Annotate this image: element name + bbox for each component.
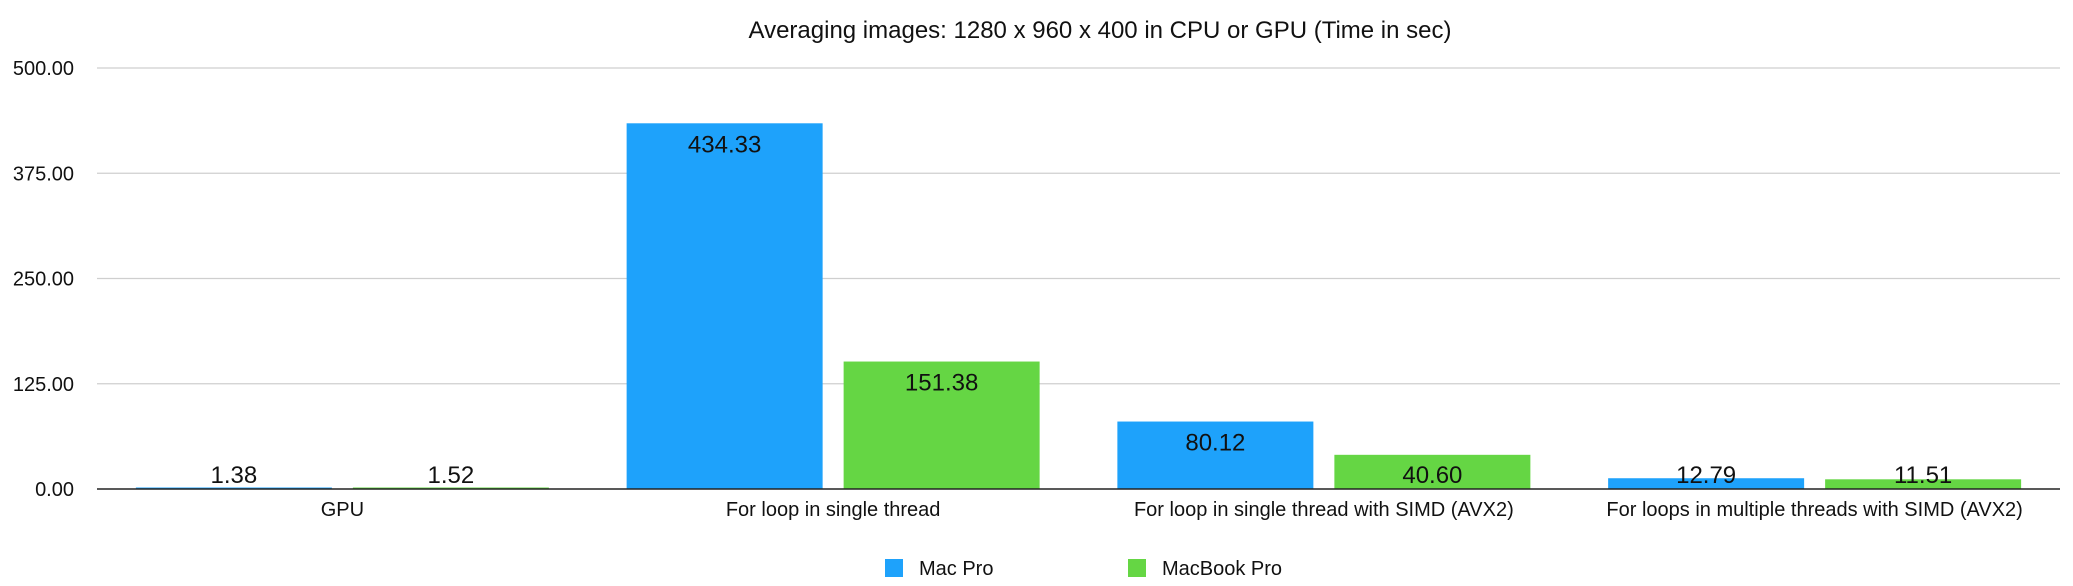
chart-title: Averaging images: 1280 x 960 x 400 in CP… [749,17,1452,44]
data-label: 434.33 [688,131,761,158]
x-category-label: For loop in single thread [726,499,941,521]
y-tick-label: 0.00 [35,479,74,501]
legend: Mac Pro MacBook Pro [885,558,1282,580]
data-label: 1.38 [211,462,258,489]
data-label: 1.52 [428,462,475,489]
bar [1825,479,2022,489]
y-axis-ticks: 0.00 125.00 250.00 375.00 500.00 [13,58,74,501]
bar [626,123,823,490]
bar [843,361,1040,489]
y-tick-label: 375.00 [13,163,74,185]
y-tick-label: 500.00 [13,58,74,80]
y-tick-label: 250.00 [13,269,74,291]
x-axis-categories: GPU For loop in single thread For loop in … [321,499,2023,521]
data-label: 12.79 [1676,462,1736,489]
gridlines [97,67,2060,385]
data-labels: 1.38 1.52 434.33 151.38 80.12 40.60 12.79 11.51 [211,131,1953,489]
bars [135,123,2022,490]
x-category-label: For loop in single thread with SIMD (AVX… [1134,499,1514,521]
y-tick-label: 125.00 [13,374,74,396]
bar [1608,478,1805,489]
data-label: 151.38 [905,370,978,397]
x-category-label: For loops in multiple threads with SIMD … [1606,499,2022,521]
bar [1334,454,1531,489]
data-label: 80.12 [1185,430,1245,457]
data-label: 11.51 [1894,462,1952,489]
data-label: 40.60 [1402,462,1462,489]
legend-swatch [1128,559,1146,577]
bar [1117,421,1314,489]
x-category-label: GPU [321,499,364,521]
legend-swatch [885,559,903,577]
legend-label: Mac Pro [919,558,993,580]
legend-label: MacBook Pro [1162,558,1282,580]
